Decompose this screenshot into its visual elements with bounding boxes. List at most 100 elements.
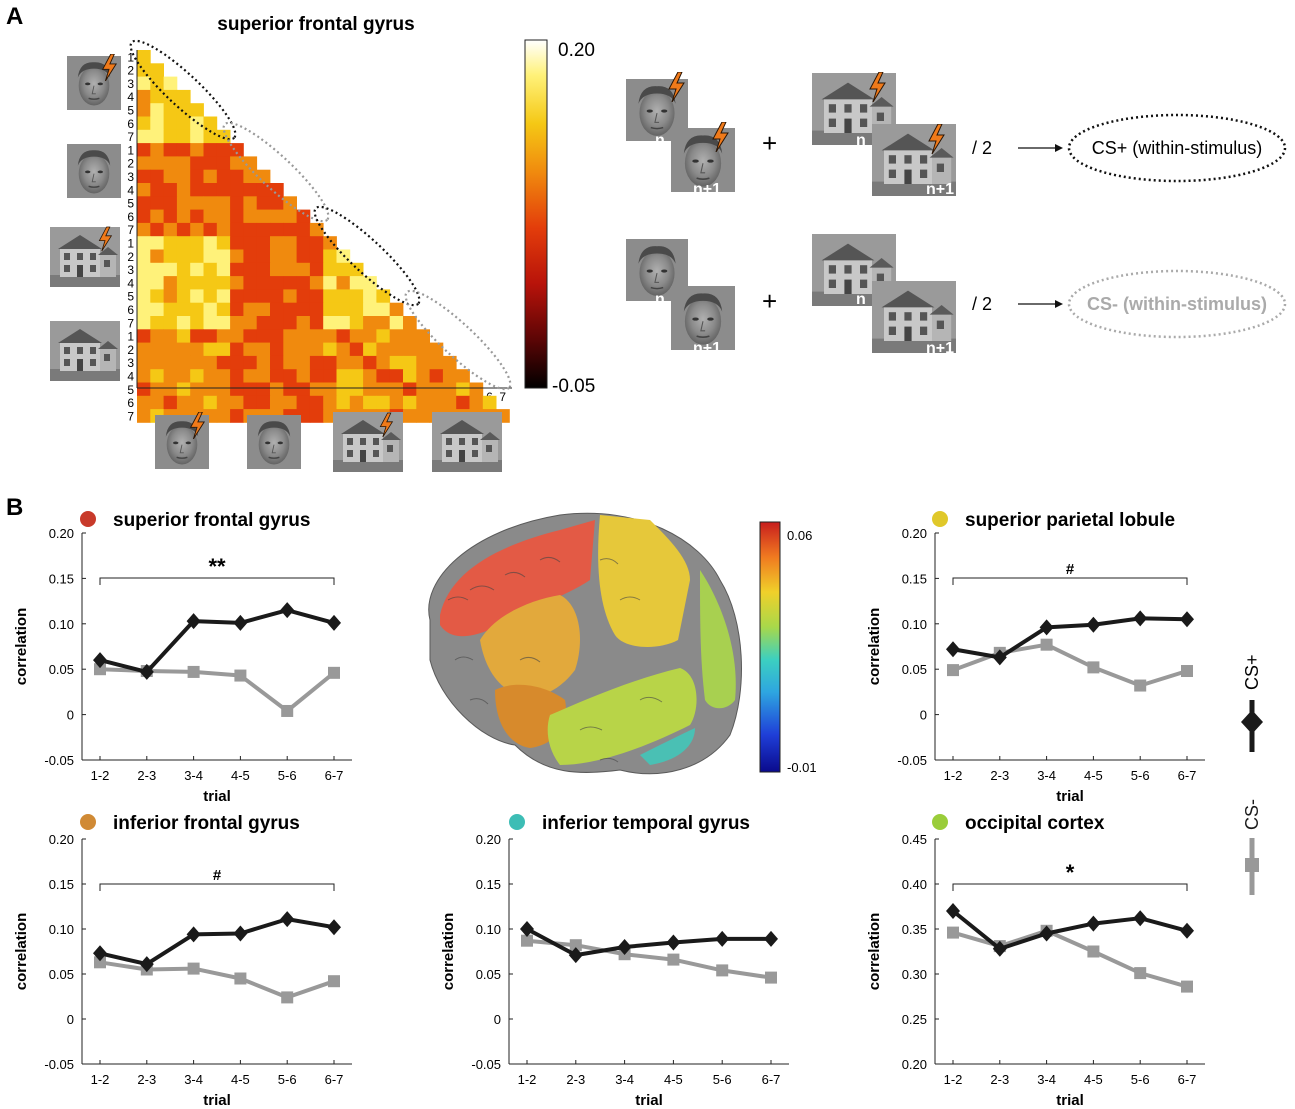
matrix-cell xyxy=(137,302,151,317)
matrix-cell xyxy=(216,169,231,184)
matrix-cell xyxy=(323,249,337,264)
matrix-row-tick: 1 xyxy=(127,50,134,64)
csplus-point xyxy=(992,649,1007,666)
matrix-cell xyxy=(323,395,337,410)
matrix-row-tick: 4 xyxy=(127,90,134,104)
matrix-cell xyxy=(216,196,231,210)
y-tick-label: 0.35 xyxy=(902,922,927,937)
matrix-cell xyxy=(256,369,271,383)
matrix-cell xyxy=(163,329,178,343)
y-tick-label: 0.05 xyxy=(49,967,74,982)
matrix-cell xyxy=(323,316,337,330)
matrix-cell xyxy=(363,329,377,343)
matrix-row-tick: 7 xyxy=(127,409,134,423)
matrix-cell xyxy=(203,395,218,410)
matrix-cell xyxy=(389,355,404,370)
matrix-cell xyxy=(216,355,231,370)
x-axis-label: trial xyxy=(203,788,231,805)
csplus-point xyxy=(946,641,960,658)
matrix-cell xyxy=(176,329,191,343)
x-tick-label: 4-5 xyxy=(231,768,250,783)
matrix-cell xyxy=(389,302,404,317)
csminus-point xyxy=(521,934,533,947)
matrix-cell xyxy=(190,342,204,357)
x-tick-label: 5-6 xyxy=(278,768,297,783)
plus-op: + xyxy=(762,286,777,316)
matrix-cell xyxy=(296,222,311,237)
series-csplus-line xyxy=(951,909,1188,951)
matrix-cell xyxy=(190,129,204,144)
matrix-cell xyxy=(163,382,178,397)
matrix-cell xyxy=(176,209,191,224)
y-axis-label: correlation xyxy=(866,913,883,991)
matrix-cell xyxy=(216,395,231,410)
matrix-cell xyxy=(376,382,391,397)
matrix-cell xyxy=(216,302,231,317)
matrix-cell xyxy=(176,289,191,304)
x-tick-label: 6-7 xyxy=(1178,1072,1197,1087)
matrix-cell xyxy=(137,183,151,197)
csplus-point xyxy=(233,614,248,631)
y-tick-label: 0 xyxy=(67,708,74,723)
matrix-cell xyxy=(163,355,178,370)
matrix-cell xyxy=(349,262,364,277)
x-tick-label: 3-4 xyxy=(184,1072,203,1087)
matrix-cell xyxy=(163,249,178,264)
matrix-cell xyxy=(190,289,204,304)
csplus-point xyxy=(139,663,154,680)
x-tick-label: 3-4 xyxy=(615,1072,634,1087)
matrix-cell xyxy=(137,369,151,383)
matrix-cell xyxy=(296,342,311,357)
y-tick-label: 0.05 xyxy=(476,967,501,982)
chart-occipital-cortex: occipital cortex 0.20 0.25 0.30 0.35 0.40 0.45… xyxy=(866,813,1205,1109)
matrix-cell xyxy=(163,196,178,210)
matrix-cell xyxy=(190,369,204,383)
chart-title: superior parietal lobule xyxy=(965,510,1175,531)
matrix-cell xyxy=(216,156,231,171)
matrix-cell xyxy=(216,329,231,343)
house-csplus-thumb xyxy=(50,226,120,287)
region-inferior-frontal xyxy=(480,595,580,697)
matrix-colorbar xyxy=(524,39,548,389)
matrix-cell xyxy=(283,209,297,224)
x-tick-label: 1-2 xyxy=(944,768,963,783)
chart-inferior-frontal-gyrus: inferior frontal gyrus -0.05 0 0.05 0.10 0.15… xyxy=(13,813,352,1109)
matrix-cell xyxy=(309,236,324,250)
matrix-cell xyxy=(243,355,258,370)
y-axis-label: correlation xyxy=(866,608,883,686)
matrix-cell xyxy=(469,395,484,410)
matrix-cell xyxy=(283,382,297,397)
x-tick-label: 6-7 xyxy=(762,1072,781,1087)
region-temporal-occipital xyxy=(547,668,697,765)
matrix-cell xyxy=(256,395,271,410)
csminus-point xyxy=(1181,980,1193,993)
csminus-point xyxy=(1087,945,1100,958)
matrix-cell xyxy=(323,276,337,290)
matrix-cell xyxy=(296,276,311,290)
matrix-cell xyxy=(150,63,164,77)
series-csminus-line xyxy=(526,938,772,980)
matrix-cell xyxy=(403,395,417,410)
matrix-cell xyxy=(323,262,337,277)
result-ellipse-csminus xyxy=(1067,269,1287,339)
y-tick-label: 0.10 xyxy=(49,922,74,937)
x-tick-label: 3-4 xyxy=(1037,768,1056,783)
matrix-cell xyxy=(270,355,284,370)
label-n: n xyxy=(655,132,665,149)
matrix-cell xyxy=(309,329,324,343)
matrix-cell xyxy=(270,395,284,410)
matrix-cell xyxy=(230,209,244,224)
matrix-cell xyxy=(256,262,271,277)
matrix-cell xyxy=(296,316,311,330)
x-tick-label: 2-3 xyxy=(990,1072,1009,1087)
face-n-thumb: n xyxy=(626,238,688,308)
matrix-cell xyxy=(336,302,351,317)
matrix-cell xyxy=(363,382,377,397)
y-tick-label: 0.05 xyxy=(49,662,74,677)
matrix-cell xyxy=(150,369,164,383)
chart-inferior-temporal-gyrus: inferior temporal gyrus -0.05 0 0.05 0.10 0.1… xyxy=(440,813,789,1109)
y-axis-label: correlation xyxy=(13,913,30,991)
matrix-cell xyxy=(176,369,191,383)
matrix-cell xyxy=(190,169,204,184)
matrix-cell xyxy=(163,143,178,157)
